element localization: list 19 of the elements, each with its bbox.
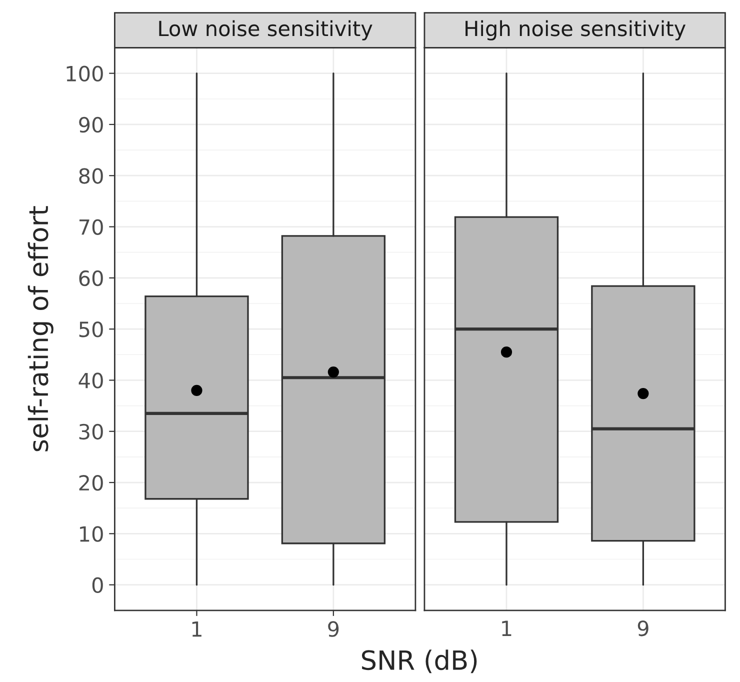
x-tick-label: 1 bbox=[502, 620, 512, 636]
y-tick-label: 50 bbox=[79, 322, 103, 338]
x-axis-title: SNR (dB) bbox=[362, 650, 477, 674]
y-axis-title: self-rating of effort bbox=[28, 206, 54, 452]
x-tick-label: 1 bbox=[192, 621, 202, 637]
y-tick-label: 80 bbox=[79, 168, 103, 184]
x-tick-label: 9 bbox=[638, 620, 648, 636]
chart-title: Low noise sensitivity bbox=[159, 20, 372, 40]
y-tick-label: 30 bbox=[79, 424, 103, 440]
y-tick-label: 40 bbox=[78, 372, 103, 388]
x-tick-label: 9 bbox=[328, 621, 339, 637]
y-tick-label: 70 bbox=[79, 219, 103, 235]
y-tick-label: 10 bbox=[80, 526, 103, 542]
y-tick-label: 100 bbox=[66, 66, 103, 82]
y-tick-label: 60 bbox=[79, 270, 103, 286]
y-tick-label: 0 bbox=[92, 577, 103, 594]
y-tick-label: 20 bbox=[79, 474, 103, 491]
y-tick-label: 90 bbox=[79, 116, 103, 133]
chart-title: High noise sensitivity bbox=[466, 20, 686, 40]
